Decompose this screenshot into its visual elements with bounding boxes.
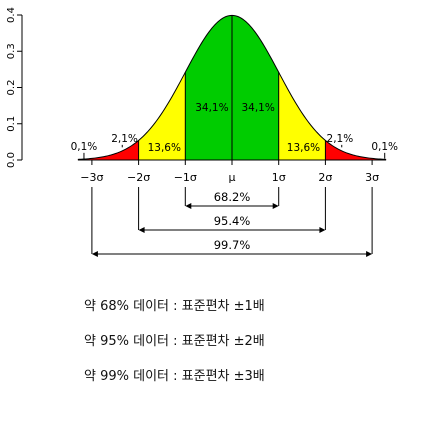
interval-arrow-left-2: [91, 251, 98, 257]
caption-list: 약 68% 데이터 : 표준편차 ±1배 약 95% 데이터 : 표준편차 ±2…: [84, 298, 265, 403]
x-tick-label-3: μ: [229, 171, 236, 184]
region-label-5: 2,1%: [327, 133, 354, 145]
interval-arrow-right-1: [319, 227, 326, 233]
x-tick-label-6: 3σ: [365, 171, 379, 184]
interval-label-0: 68.2%: [214, 190, 251, 204]
interval-label-2: 99.7%: [214, 238, 251, 252]
region-3: [232, 15, 279, 160]
x-tick-label-5: 2σ: [318, 171, 332, 184]
interval-arrow-right-2: [366, 251, 373, 257]
y-tick-label-2: 0.2: [6, 80, 17, 96]
interval-label-1: 95.4%: [214, 214, 251, 228]
density-curve: [77, 14, 387, 160]
x-tick-label-0: −3σ: [80, 171, 103, 184]
caption-68: 약 68% 데이터 : 표준편차 ±1배: [84, 299, 265, 314]
y-tick-label-4: 0.4: [6, 7, 17, 23]
y-tick-label-0: 0.0: [6, 152, 17, 168]
outer-label-1: 0,1%: [371, 141, 398, 153]
y-tick-label-1: 0.1: [6, 116, 17, 132]
region-label-0: 2,1%: [111, 133, 138, 145]
x-tick-label-4: 1σ: [272, 171, 286, 184]
region-label-2: 34,1%: [195, 102, 228, 114]
region-2: [185, 15, 232, 160]
y-tick-label-3: 0.3: [6, 43, 17, 59]
region-label-4: 13,6%: [287, 142, 320, 154]
outer-label-0: 0,1%: [71, 141, 98, 153]
x-tick-label-1: −2σ: [127, 171, 150, 184]
normal-distribution-chart: 0.0 0.1 0.2 0.3 0.4 −3σ −2σ −1σ μ 1σ 2σ 3σ 2,1% 13,6%…: [6, 7, 398, 257]
interval-arrow-right-0: [272, 203, 279, 209]
caption-99: 약 99% 데이터 : 표준편차 ±3배: [84, 369, 265, 384]
interval-arrow-left-1: [138, 227, 145, 233]
x-tick-label-2: −1σ: [174, 171, 197, 184]
region-0: [77, 140, 139, 160]
region-5: [325, 140, 387, 160]
caption-95: 약 95% 데이터 : 표준편차 ±2배: [84, 334, 265, 349]
interval-arrow-left-0: [185, 203, 192, 209]
region-label-3: 34,1%: [241, 102, 274, 114]
region-label-1: 13,6%: [148, 142, 181, 154]
